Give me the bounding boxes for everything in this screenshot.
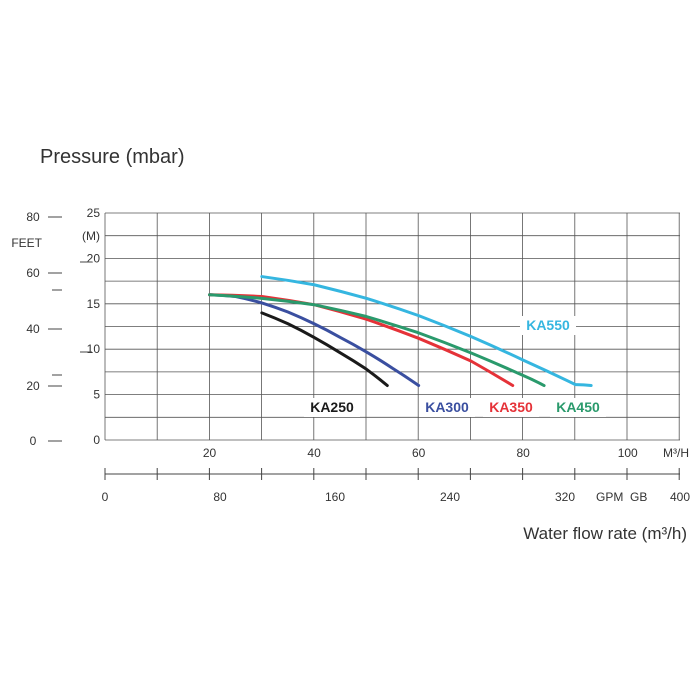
series-line-ka450 bbox=[208, 293, 546, 388]
x-axis-unit-m3h: M³/H bbox=[663, 446, 689, 460]
x-tick-label-gpm: 240 bbox=[440, 490, 460, 504]
x-axis-label: Water flow rate (m³/h) bbox=[523, 524, 687, 543]
series-line-ka350 bbox=[208, 293, 515, 388]
x-tick-label-m3h: 80 bbox=[517, 446, 531, 460]
x-axis-unit-gpm: GPM bbox=[596, 490, 623, 504]
x-tick-label-gpm: 400 bbox=[670, 490, 690, 504]
y-tick-label-ft: 60 bbox=[26, 266, 40, 280]
series-label-bg bbox=[483, 398, 539, 417]
series-line-ka550 bbox=[260, 275, 593, 388]
x-tick-label-m3h: 20 bbox=[203, 446, 217, 460]
x-axis-extra-label: GB bbox=[630, 490, 647, 504]
y-axis-unit-ft: FEET bbox=[11, 236, 42, 250]
y-tick-label-ft: 20 bbox=[26, 379, 40, 393]
series-group: KA250 KA300 KA350 KA450 KA550 bbox=[208, 275, 606, 417]
series-label-ka350: KA350 bbox=[489, 399, 533, 415]
y-axis-unit-m: (M) bbox=[82, 229, 100, 243]
x-tick-label-m3h: 100 bbox=[618, 446, 638, 460]
x-tick-label-gpm: 80 bbox=[213, 490, 227, 504]
plot-grid bbox=[104, 212, 680, 441]
series-label-bg bbox=[550, 398, 606, 417]
x-tick-label-m3h: 60 bbox=[412, 446, 426, 460]
y-tick-label-m: 25 bbox=[87, 206, 101, 220]
series-label-bg bbox=[304, 398, 360, 417]
series-label-bg bbox=[520, 316, 576, 335]
y-tick-label-ft: 80 bbox=[26, 210, 40, 224]
x-tick-label-gpm: 0 bbox=[102, 490, 109, 504]
y-tick-label-m: 5 bbox=[93, 388, 100, 402]
series-label-ka550: KA550 bbox=[526, 317, 570, 333]
series-label-ka450: KA450 bbox=[556, 399, 600, 415]
y-tick-label-m: 10 bbox=[87, 342, 101, 356]
series-line-ka250 bbox=[260, 311, 389, 388]
y-tick-label-m: 15 bbox=[87, 297, 101, 311]
series-label-ka300: KA300 bbox=[425, 399, 469, 415]
x-tick-label-m3h: 40 bbox=[307, 446, 321, 460]
chart-title: Pressure (mbar) bbox=[40, 146, 184, 168]
series-label-ka250: KA250 bbox=[310, 399, 354, 415]
x-tick-label-gpm: 320 bbox=[555, 490, 575, 504]
series-label-bg bbox=[419, 398, 475, 417]
y-tick-label-m: 0 bbox=[93, 433, 100, 447]
y-tick-label-ft: 40 bbox=[26, 322, 40, 336]
axes: 25 20 15 10 5 0 (M) 80 60 40 20 0 FEET 20 40 60 80 100 M³/… bbox=[11, 206, 690, 504]
x-tick-label-gpm: 160 bbox=[325, 490, 345, 504]
y-tick-label-ft: 0 bbox=[30, 434, 37, 448]
y-tick-label-m: 20 bbox=[87, 251, 101, 265]
